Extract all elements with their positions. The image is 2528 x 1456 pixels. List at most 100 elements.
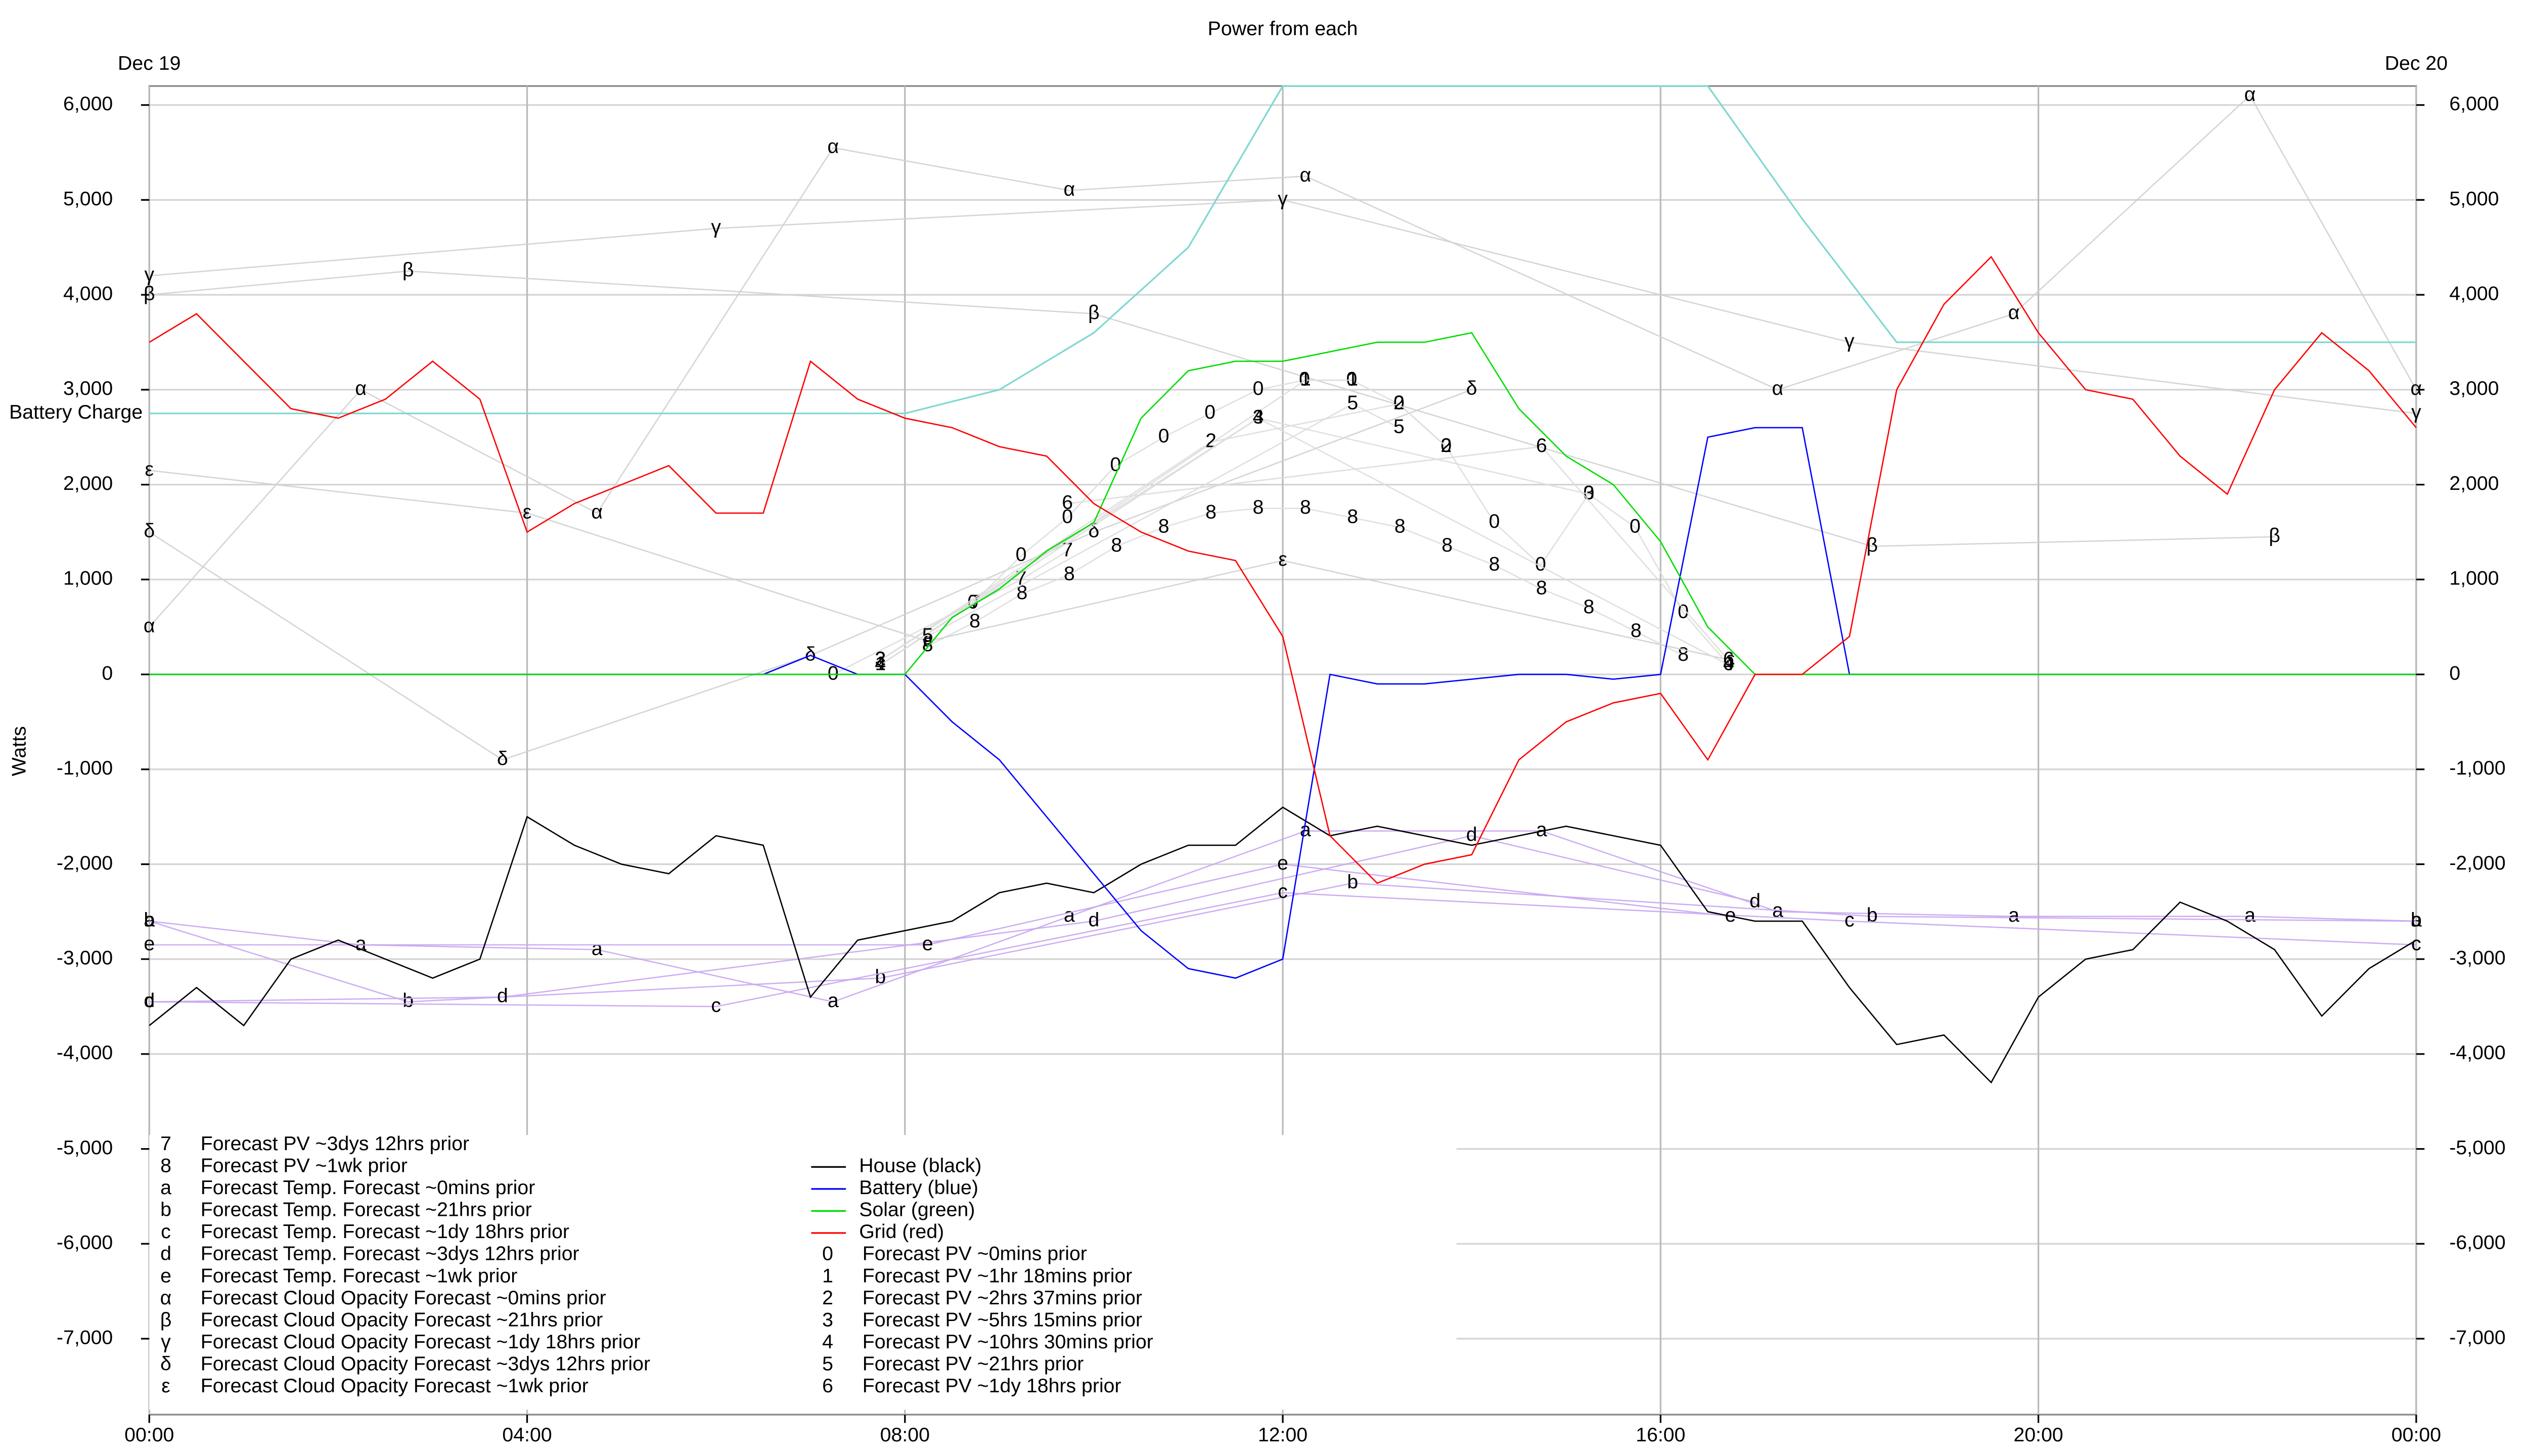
y-tick-label: 1,000	[63, 567, 113, 589]
forecast-line	[1067, 446, 1729, 661]
forecast-marker: b	[2411, 908, 2422, 931]
forecast-marker: 0	[967, 591, 978, 613]
forecast-marker: α	[355, 377, 367, 399]
legend-marker: γ	[161, 1331, 171, 1353]
legend-label: Forecast PV ~10hrs 30mins prior	[863, 1331, 1153, 1353]
forecast-marker: 5	[922, 624, 933, 646]
forecast-line	[149, 94, 2417, 628]
legend-label: Grid (red)	[859, 1220, 944, 1243]
legend-label: Battery (blue)	[859, 1176, 978, 1199]
forecast-marker: 8	[1347, 506, 1358, 528]
forecast-marker: δ	[497, 747, 508, 769]
forecast-marker: 2	[1440, 434, 1452, 457]
forecast-marker: 6	[1536, 434, 1547, 457]
legend-marker: 3	[822, 1308, 833, 1331]
forecast-line	[149, 863, 1731, 946]
legend-label: Forecast Temp. Forecast ~1dy 18hrs prior	[201, 1220, 569, 1243]
forecast-line	[149, 470, 1731, 661]
legend-marker: ε	[161, 1375, 170, 1397]
forecast-marker: b	[402, 989, 414, 1012]
forecast-line	[149, 882, 2416, 1003]
y2-tick-label: -6,000	[2449, 1232, 2505, 1254]
forecast-marker: α	[591, 500, 603, 523]
forecast-line	[149, 270, 2275, 547]
forecast-marker: 8	[969, 610, 980, 632]
forecast-marker: e	[1277, 852, 1288, 874]
forecast-marker: γ	[1844, 330, 1855, 352]
y-axis-label: Watts	[8, 726, 30, 776]
legend-label: Forecast Cloud Opacity Forecast ~1dy 18h…	[201, 1331, 641, 1353]
forecast-marker: ε	[1278, 548, 1287, 570]
forecast-line	[149, 830, 2416, 1003]
forecast-marker: 0	[1016, 543, 1027, 566]
legend-label: Forecast Temp. Forecast ~0mins prior	[201, 1176, 535, 1199]
forecast-marker: 0	[1489, 510, 1500, 532]
forecast-marker: e	[144, 932, 155, 954]
legend-marker: 5	[822, 1352, 833, 1375]
forecast-marker: β	[144, 283, 155, 305]
forecast-marker: α	[2008, 301, 2020, 324]
forecast-marker: c	[711, 994, 721, 1016]
forecast-marker: a	[2244, 904, 2255, 926]
forecast-marker: e	[1725, 904, 1736, 926]
forecast-line	[149, 835, 1755, 1003]
forecast-marker: γ	[144, 263, 154, 286]
legend-label: Forecast Temp. Forecast ~3dys 12hrs prio…	[201, 1243, 579, 1265]
forecast-marker: ε	[523, 500, 532, 523]
series-line	[149, 332, 2416, 675]
legend-label: House (black)	[859, 1155, 981, 1177]
forecast-marker: 2	[1393, 391, 1405, 414]
forecast-marker: 0	[1630, 515, 1641, 537]
forecast-marker: 5	[1393, 415, 1405, 437]
forecast-marker: 3	[1253, 406, 1264, 428]
legend-marker: 6	[822, 1375, 833, 1397]
forecast-marker: 1	[1347, 368, 1358, 390]
legend-marker: 4	[822, 1331, 833, 1353]
y2-tick-label: 1,000	[2449, 567, 2499, 589]
forecast-marker: a	[144, 908, 155, 931]
forecast-marker: 8	[1394, 515, 1406, 537]
forecast-marker: β	[1088, 301, 1100, 324]
forecast-marker: a	[1536, 818, 1547, 841]
forecast-marker: 8	[1205, 500, 1216, 523]
y-tick-label: 6,000	[63, 93, 113, 115]
legend-label: Forecast Cloud Opacity Forecast ~3dys 12…	[201, 1352, 650, 1375]
x-tick-label: 04:00	[502, 1424, 552, 1446]
forecast-marker: α	[2244, 83, 2256, 105]
legend-label: Solar (green)	[859, 1199, 975, 1221]
forecast-marker: 1	[1300, 368, 1311, 390]
forecast-marker: c	[1844, 908, 1855, 931]
y-tick-label: 5,000	[63, 188, 113, 210]
forecast-marker: e	[922, 932, 933, 954]
y2-tick-label: 6,000	[2449, 93, 2499, 115]
y-tick-label: -6,000	[57, 1232, 113, 1254]
legend-label: Forecast Cloud Opacity Forecast ~21hrs p…	[201, 1308, 603, 1331]
forecast-marker: δ	[1466, 377, 1477, 399]
forecast-marker: c	[144, 989, 154, 1012]
series-line	[149, 255, 2417, 884]
forecast-marker: 0	[1346, 368, 1358, 390]
legend-marker: e	[160, 1264, 171, 1287]
x-tick-label: 20:00	[2014, 1424, 2063, 1446]
forecast-marker: 6	[1062, 491, 1073, 513]
forecast-marker: α	[827, 135, 839, 158]
y2-tick-label: 3,000	[2449, 377, 2499, 399]
y2-tick-label: -7,000	[2449, 1326, 2505, 1348]
forecast-marker: α	[1064, 178, 1075, 200]
date-label: Dec 20	[2385, 52, 2448, 74]
chart-title: Power from each	[1208, 17, 1358, 39]
series-line	[149, 806, 2417, 1084]
grid	[148, 86, 2417, 1415]
y-tick-label: -2,000	[57, 852, 113, 874]
forecast-marker: 0	[1204, 401, 1215, 423]
legend-marker: 7	[160, 1132, 171, 1155]
x-tick-label: 00:00	[2391, 1424, 2441, 1446]
forecast-marker: c	[2411, 932, 2421, 954]
y2-tick-label: -5,000	[2449, 1136, 2505, 1159]
y-tick-label: -5,000	[57, 1136, 113, 1159]
legend-label: Forecast PV ~0mins prior	[863, 1243, 1087, 1265]
x-tick-label: 16:00	[1636, 1424, 1685, 1446]
y-tick-label: -4,000	[57, 1041, 113, 1064]
forecast-marker: b	[1867, 904, 1878, 926]
